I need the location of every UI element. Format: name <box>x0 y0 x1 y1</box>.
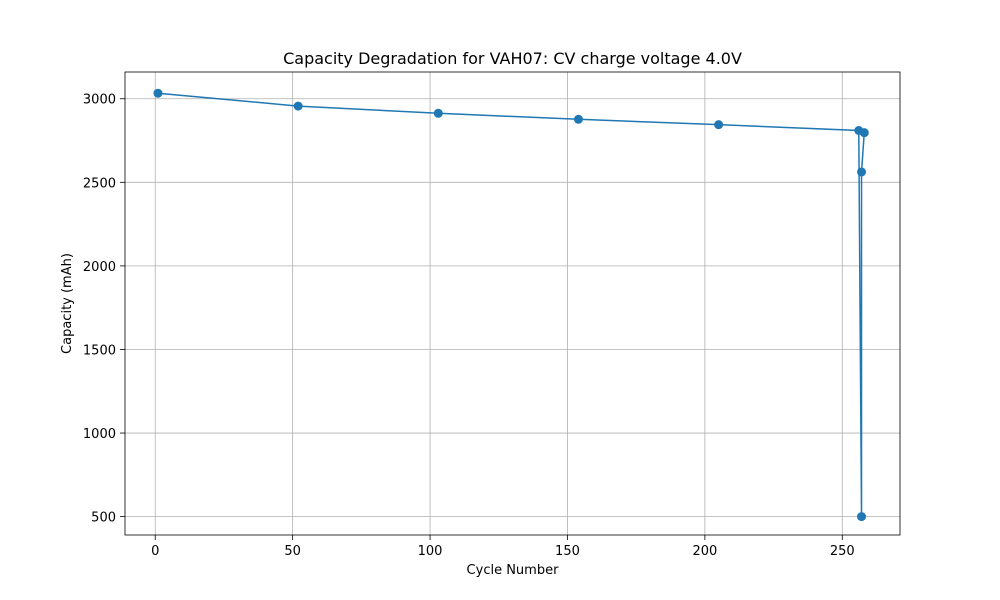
y-tick-label: 1000 <box>83 427 116 442</box>
x-tick-label: 200 <box>692 544 717 559</box>
series-line <box>157 92 866 517</box>
data-point <box>433 108 443 118</box>
x-tick-label: 150 <box>555 544 580 559</box>
data-point <box>573 114 583 124</box>
data-point <box>153 88 163 98</box>
x-tick-label: 100 <box>418 544 443 559</box>
data-point <box>857 167 867 177</box>
ticks: 0 50 100 150 200 250 500 1000 1500 2000 2500 3000 <box>83 93 855 559</box>
y-axis-label: Capacity (mAh) <box>60 253 75 354</box>
chart-title: Capacity Degradation for VAH07: CV charg… <box>283 49 742 68</box>
series-layer <box>153 88 869 522</box>
data-point <box>859 128 869 138</box>
y-tick-label: 2500 <box>83 176 116 191</box>
data-point <box>714 120 724 130</box>
y-tick-label: 500 <box>91 511 116 526</box>
y-tick-label: 2000 <box>83 260 116 275</box>
x-tick-label: 50 <box>284 544 301 559</box>
y-tick-label: 3000 <box>83 93 116 108</box>
data-point <box>293 101 303 111</box>
axes-frame <box>124 71 901 536</box>
y-tick-label: 1500 <box>83 343 116 358</box>
grid <box>125 72 900 535</box>
data-point <box>857 512 867 522</box>
x-axis-label: Cycle Number <box>467 563 560 578</box>
x-tick-label: 0 <box>151 544 159 559</box>
x-tick-label: 250 <box>830 544 855 559</box>
